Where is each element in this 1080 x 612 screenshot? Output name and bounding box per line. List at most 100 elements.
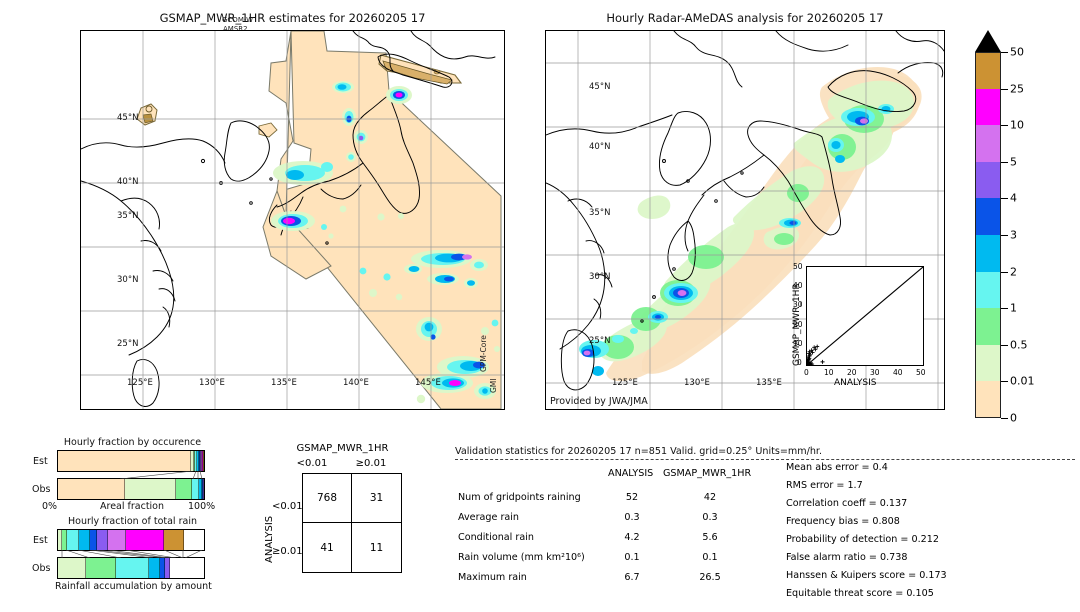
occurrence-axis-left: 0% (42, 501, 58, 512)
scatter-yaxis-title: GSMAP_MWR_1HR (792, 283, 802, 366)
bar-segment (164, 558, 171, 578)
colorbar-tick (1001, 381, 1008, 383)
validation-row-estimate: 26.5 (699, 572, 721, 583)
colorbar-tick (1001, 418, 1008, 419)
left-lon-tick-125e: 125°E (127, 378, 153, 388)
contingency-cell-hit-no: 768 (303, 474, 352, 523)
bar-segment (163, 530, 185, 550)
scatter-ytick-50: 50 (793, 262, 803, 271)
bar-segment (193, 451, 196, 471)
colorbar-segment (975, 235, 1001, 272)
colorbar-tick (1001, 198, 1008, 200)
validation-row-analysis: 6.7 (624, 572, 640, 583)
colorbar-tick-label: 5 (1010, 155, 1017, 169)
validation-col-header-estimate: GSMAP_MWR_1HR (663, 468, 752, 479)
colorbar-tick (1001, 344, 1008, 346)
bar-segment (58, 530, 63, 550)
colorbar-tick (1001, 161, 1008, 163)
amount-chart-title: Hourly fraction of total rain (68, 516, 197, 527)
left-lat-tick-30n: 30°N (117, 275, 139, 285)
bar-segment (116, 558, 149, 578)
scatter-ytick-30: 30 (793, 300, 803, 309)
amount-bar-obs (57, 557, 205, 579)
colorbar-segment (975, 52, 1001, 89)
occurrence-axis-right: 100% (188, 501, 216, 512)
colorbar-segment (975, 344, 1001, 382)
left-lon-tick-145e: 145°E (415, 378, 441, 388)
bar-segment (195, 451, 198, 471)
bar-segment (198, 479, 202, 499)
scatter-point (809, 348, 814, 353)
left-lon-tick-140e: 140°E (343, 378, 369, 388)
validation-row-estimate: 0.3 (702, 512, 718, 523)
bar-segment (203, 451, 204, 471)
scatter-ytick-20: 20 (793, 320, 803, 329)
colorbar-tick (1001, 88, 1008, 90)
bar-segment (202, 479, 204, 499)
contingency-col-title: GSMAP_MWR_1HR (296, 443, 389, 454)
scatter-xtick-0: 0 (804, 368, 809, 377)
bar-segment (62, 530, 68, 550)
left-side-label-gpmcore: GPM-Core (479, 335, 488, 372)
bar-segment (125, 530, 164, 550)
validation-score: Correlation coeff = 0.137 (786, 498, 908, 509)
amount-axis-label: Rainfall accumulation by amount (55, 581, 212, 592)
colorbar-tick (1001, 308, 1008, 310)
left-map-panel (80, 30, 505, 410)
occurrence-bar-obs (57, 478, 205, 500)
colorbar-tick-label: 50 (1010, 45, 1024, 59)
right-lat-tick-25n: 25°N (589, 336, 611, 346)
scatter-ytick-0: 0 (797, 358, 802, 367)
occurrence-connector-lines (119, 471, 203, 479)
scatter-xtick-50: 50 (916, 368, 926, 377)
left-panel-title: GSMAP_MWR_1HR estimates for 20260205 17 (159, 11, 426, 25)
bar-segment (160, 558, 165, 578)
validation-statistics: Validation statistics for 20260205 17 n=… (455, 446, 1075, 460)
bar-segment (176, 479, 193, 499)
amount-row-label-est: Est (33, 535, 48, 546)
colorbar-segment (975, 161, 1001, 199)
sensor-label-gcomw: GCOM-W (222, 16, 254, 24)
validation-row-label: Num of gridpoints raining (458, 492, 581, 503)
occurrence-bar-est (57, 450, 205, 472)
right-lon-tick-130e: 130°E (684, 378, 710, 388)
right-panel-attribution: Provided by JWA/JMA (550, 396, 648, 407)
left-side-label-gmi: GMI (489, 378, 498, 394)
bar-segment (58, 558, 86, 578)
right-lat-tick-40n: 40°N (589, 142, 611, 152)
bar-segment (58, 451, 192, 471)
colorbar-tick-label: 4 (1010, 191, 1017, 205)
validation-col-header-analysis: ANALYSIS (608, 468, 654, 479)
bar-segment (67, 530, 80, 550)
bar-segment (202, 451, 203, 471)
validation-score: RMS error = 1.7 (786, 480, 863, 491)
contingency-col-header-2: ≥0.01 (355, 458, 387, 469)
validation-score: Probability of detection = 0.212 (786, 534, 939, 545)
validation-score: False alarm ratio = 0.738 (786, 552, 908, 563)
bar-segment (125, 479, 177, 499)
colorbar-tick-label: 3 (1010, 228, 1017, 242)
scatter-point (810, 350, 815, 355)
scatter-xtick-40: 40 (893, 368, 903, 377)
validation-row-analysis: 4.2 (624, 532, 640, 543)
scatter-point (805, 358, 810, 363)
bar-segment (199, 451, 201, 471)
validation-row-estimate: 5.6 (702, 532, 718, 543)
left-lon-tick-130e: 130°E (199, 378, 225, 388)
amount-bar-est (57, 529, 205, 551)
occurrence-axis-center: Areal fraction (100, 501, 165, 512)
validation-row-estimate: 42 (703, 492, 717, 503)
contingency-grid: 768 31 41 11 (302, 473, 402, 573)
validation-row-analysis: 0.3 (624, 512, 640, 523)
contingency-cell-hit: 11 (369, 541, 384, 554)
bar-segment (79, 530, 91, 550)
colorbar-tick-label: 25 (1010, 82, 1024, 96)
validation-score: Equitable threat score = 0.105 (786, 588, 934, 599)
bar-segment (85, 558, 117, 578)
scatter-point (820, 359, 825, 364)
validation-score: Frequency bias = 0.808 (786, 516, 900, 527)
validation-row-label: Average rain (458, 512, 520, 523)
colorbar-tick (1001, 52, 1008, 53)
scatter-plot-inset (805, 266, 924, 367)
colorbar-tick-label: 10 (1010, 118, 1024, 132)
